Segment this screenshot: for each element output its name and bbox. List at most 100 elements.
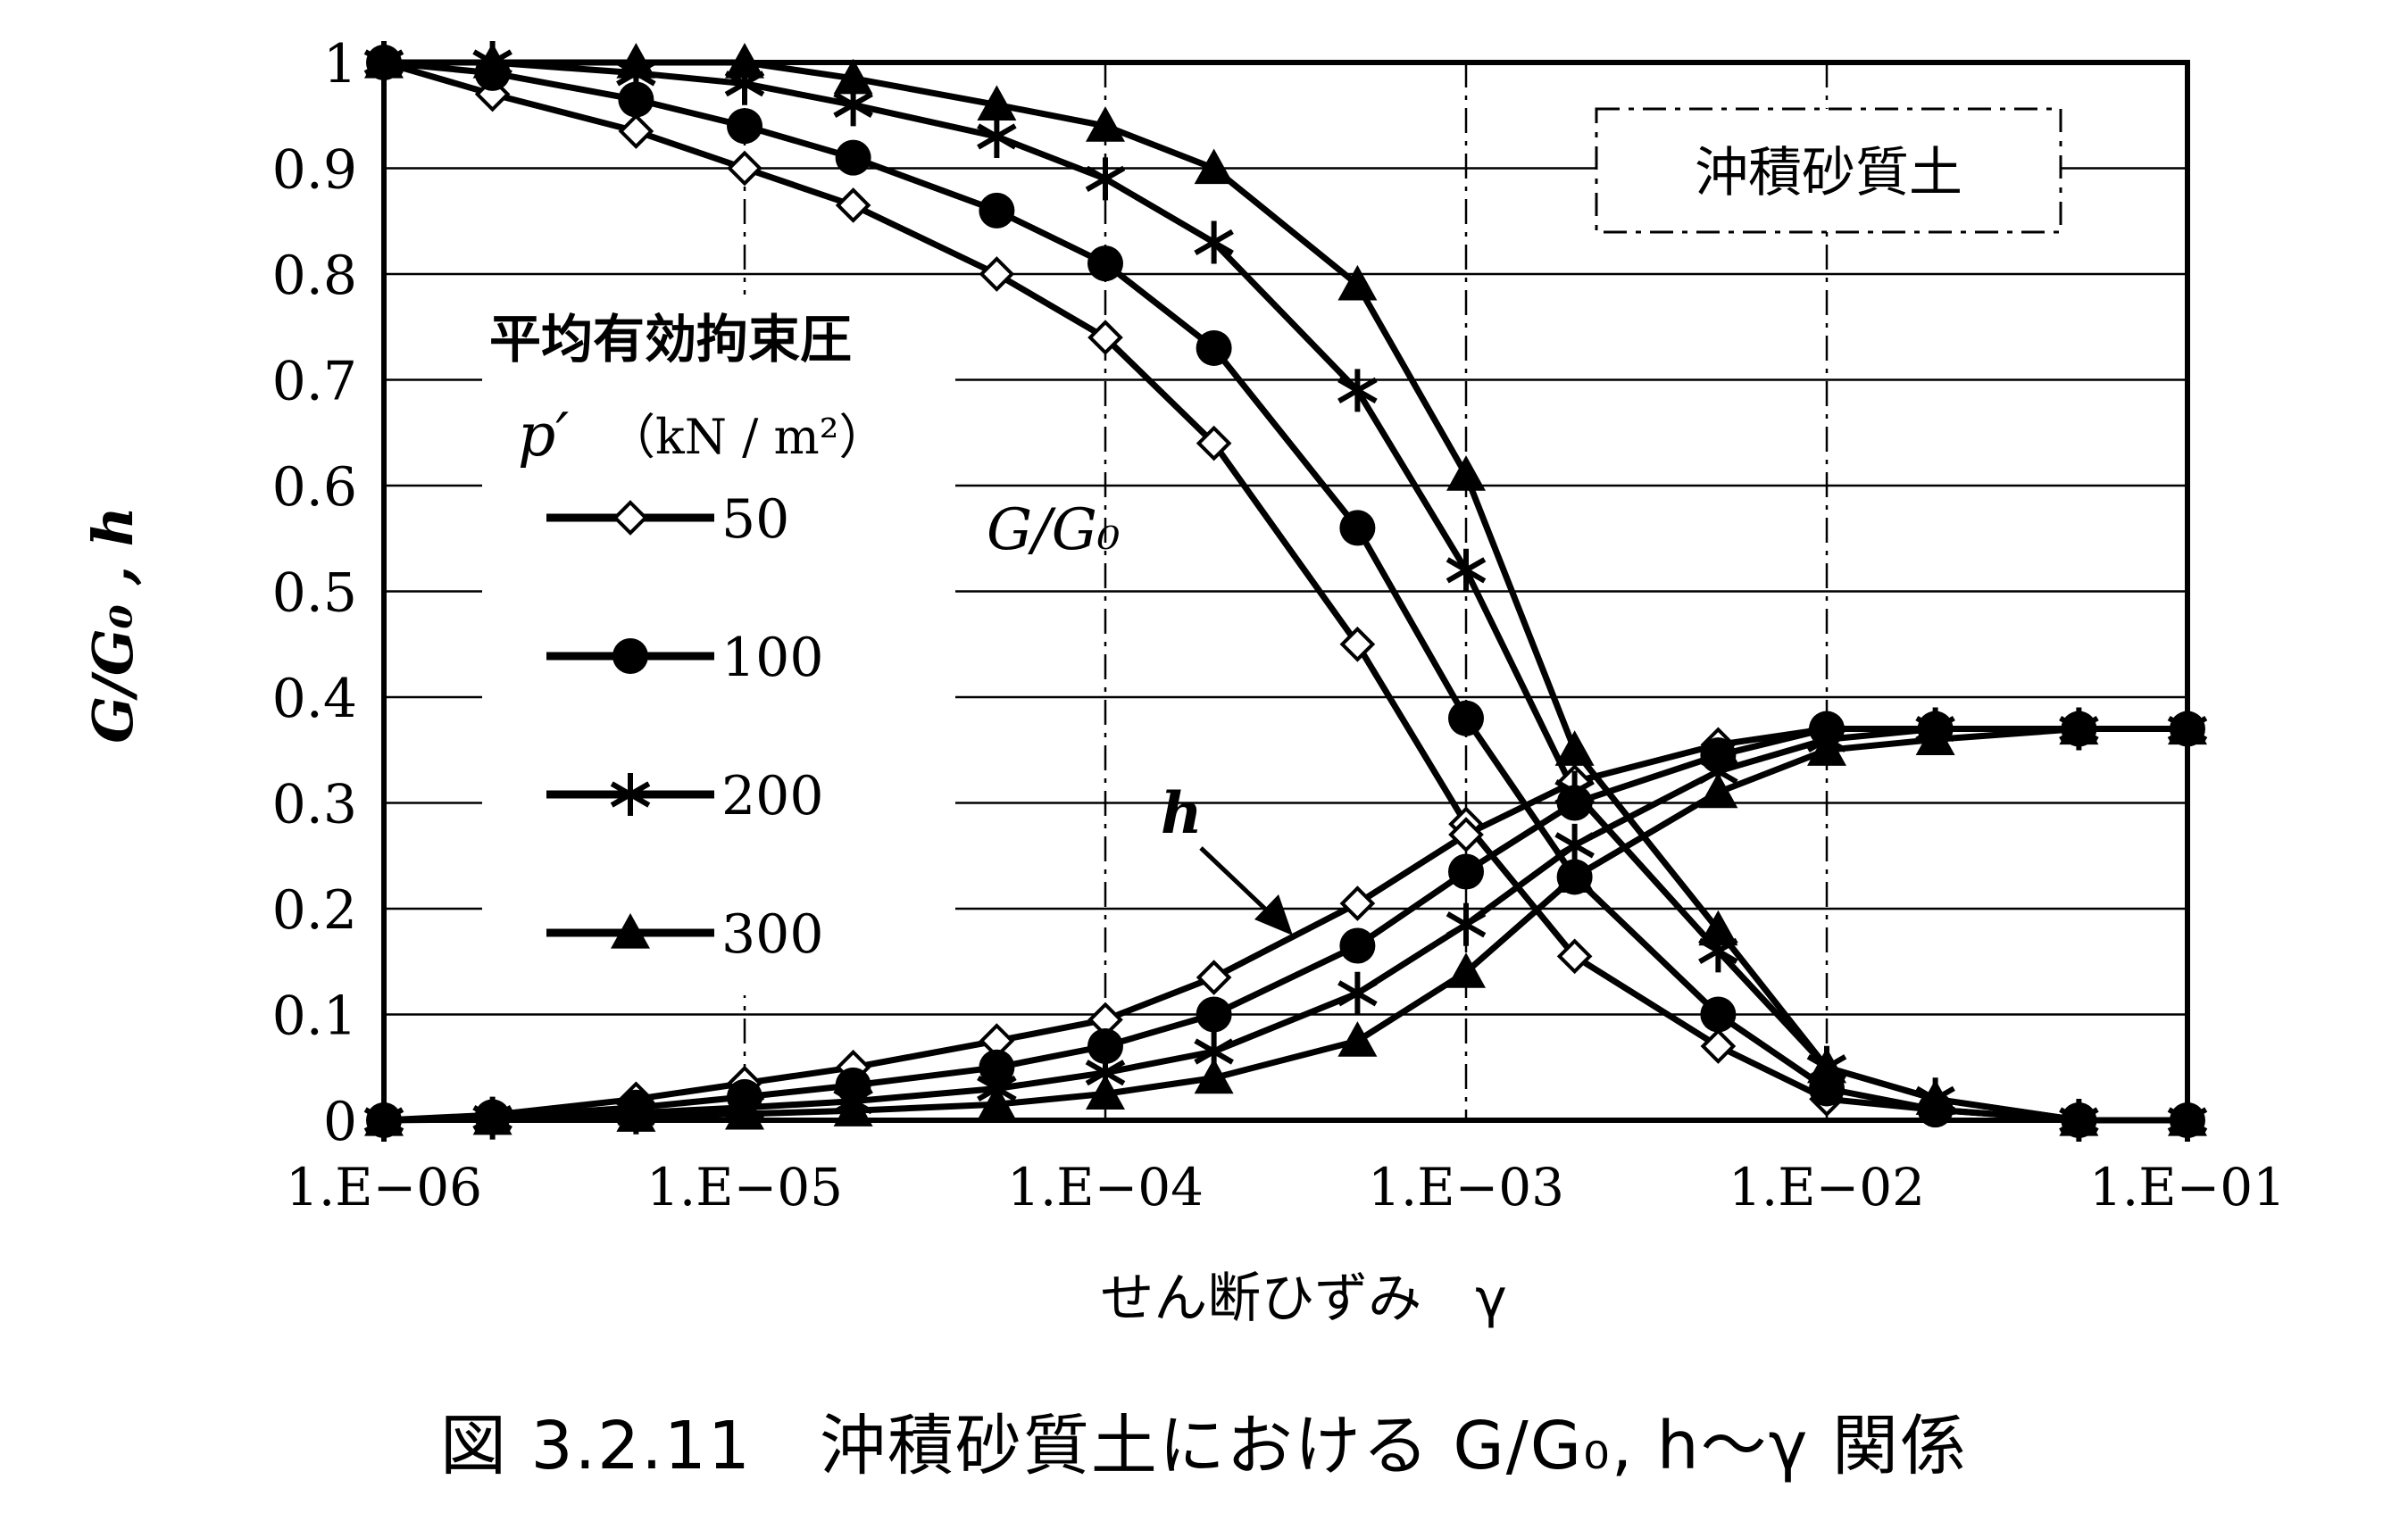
series-300-h-point — [1554, 857, 1595, 894]
y-tick-label: 0.7 — [272, 351, 357, 413]
x-tick-label: 1.E−05 — [646, 1157, 843, 1218]
series-300-g-point — [725, 43, 764, 79]
series-300-g-point — [1086, 106, 1125, 142]
series-200-h-point — [1446, 902, 1487, 946]
y-tick-label: 1 — [323, 33, 357, 96]
legend-unit: （kN / m²） — [607, 409, 887, 465]
axes: 0 0.1 0.2 0.3 0.4 0.5 0.6 0.7 0.8 0.9 1 1.E−06 1.E−0… — [272, 33, 2286, 1218]
chart-title: 沖積砂質土 — [1695, 142, 1962, 204]
series-300-h-point — [1337, 1021, 1378, 1057]
x-tick-label: 1.E−01 — [2089, 1157, 2286, 1218]
series-300-h-point — [1086, 1074, 1125, 1110]
series-100-g-point — [1087, 245, 1123, 282]
y-tick-label: 0.2 — [272, 879, 357, 942]
legend-label-200: 200 — [721, 765, 824, 827]
series-300-h-point — [2168, 709, 2207, 745]
series-300-h-point — [1807, 730, 1846, 766]
y-tick-label: 0 — [323, 1091, 357, 1153]
y-tick-label: 0.6 — [272, 456, 357, 519]
legend-marker-200 — [610, 773, 651, 816]
series-300-g-point — [616, 43, 656, 79]
series-200-h-line — [383, 726, 2187, 1124]
legend-label-100: 100 — [721, 627, 824, 689]
series-300-h-line — [383, 726, 2187, 1124]
series-300-g-line — [384, 59, 2187, 1124]
series-300-h-point — [1698, 772, 1738, 809]
y-tick-label: 0.5 — [272, 562, 357, 625]
chart: 0 0.1 0.2 0.3 0.4 0.5 0.6 0.7 0.8 0.9 1 1.E−06 1.E−0… — [80, 33, 2286, 1330]
series-100-g-point — [835, 139, 871, 176]
series-50-g-point — [979, 256, 1015, 292]
series-300-g-point — [977, 85, 1017, 121]
series-layer — [363, 41, 2208, 1142]
plot-frame — [381, 60, 2190, 1123]
y-tick-label: 0.1 — [272, 985, 357, 1048]
series-300-g-point — [1554, 730, 1595, 766]
series-300-h-point — [364, 1101, 404, 1136]
series-300-h-point — [472, 1099, 512, 1135]
series-50-g-point — [727, 150, 762, 187]
legend-p-symbol: p′ — [518, 401, 569, 470]
series-50-h-point — [1448, 817, 1484, 852]
y-tick-label: 0.8 — [272, 245, 357, 307]
series-300-g-point — [1807, 1047, 1846, 1084]
series-100-h-point — [1196, 996, 1232, 1033]
series-300-g-point — [1915, 1079, 1955, 1115]
series-50-h-point — [1196, 960, 1232, 995]
series-200-h-point — [1337, 971, 1378, 1015]
series-200-g-point — [1085, 157, 1126, 201]
series-300-h-point — [1194, 1058, 1234, 1094]
series-300-h-point — [2059, 709, 2099, 745]
g-curve-label: G/G₀ — [987, 497, 1120, 563]
series-300-g-point — [2059, 1101, 2099, 1136]
series-200-g-point — [1194, 220, 1234, 264]
series-100-g-point — [727, 108, 762, 145]
series-300-g-point — [1446, 455, 1486, 491]
y-tick-label: 0.9 — [272, 139, 357, 202]
series-300-g-point — [2168, 1101, 2207, 1136]
legend-marker-100 — [612, 638, 648, 674]
figure-caption: 図 3.2.11 沖積砂質土における G/G₀, h〜γ 関係 — [440, 1408, 1968, 1484]
series-100-g-point — [1339, 510, 1376, 546]
series-200-g-point — [1337, 369, 1378, 412]
series-100-h-point — [1087, 1028, 1123, 1065]
legend-label-300: 300 — [721, 903, 824, 966]
series-300-g-point — [472, 43, 512, 79]
y-axis-title: G/G₀ , h — [80, 506, 146, 744]
series-300-h-point — [833, 1091, 873, 1126]
x-tick-label: 1.E−06 — [286, 1157, 482, 1218]
x-tick-label: 1.E−04 — [1007, 1157, 1204, 1218]
series-200-g-point — [1446, 548, 1487, 592]
series-100-g-point — [1196, 329, 1232, 366]
legend-marker-300 — [611, 913, 650, 949]
series-50-g-point — [1556, 938, 1593, 975]
x-tick-label: 1.E−02 — [1729, 1157, 1925, 1218]
y-tick-label: 0.3 — [272, 774, 357, 836]
y-tick-label: 0.4 — [272, 668, 357, 730]
series-300-g-point — [364, 43, 404, 79]
legend-marker-50 — [612, 500, 648, 536]
series-50-g-point — [1700, 1028, 1737, 1064]
series-300-h-point — [1915, 719, 1955, 755]
series-50-h-point — [1339, 885, 1376, 921]
series-50-g-point — [618, 113, 654, 149]
series-300-g-point — [1194, 148, 1234, 185]
series-100-h-point — [1448, 853, 1484, 890]
h-arrow — [1199, 846, 1293, 935]
series-50-g-point — [1087, 320, 1123, 355]
series-300-h-point — [1446, 952, 1486, 988]
series-300-h-point — [725, 1093, 764, 1130]
series-100-g-point — [1700, 996, 1737, 1033]
series-50-g-line — [383, 59, 2187, 1124]
series-100-g-point — [618, 81, 654, 118]
x-axis-title: せん断ひずみ γ — [1100, 1268, 1507, 1330]
series-50-g-point — [1339, 626, 1376, 662]
legend: 平均有効拘束圧 p′ （kN / m²） 50 100 200 300 — [482, 295, 955, 995]
h-curve-label: h — [1161, 780, 1203, 847]
series-50-g-point — [835, 187, 871, 223]
legend-title: 平均有効拘束圧 — [489, 309, 852, 370]
series-100-g-line — [383, 59, 2187, 1124]
series-300-h-point — [977, 1085, 1017, 1120]
series-100-h-point — [1339, 927, 1376, 964]
legend-label-50: 50 — [721, 488, 789, 551]
